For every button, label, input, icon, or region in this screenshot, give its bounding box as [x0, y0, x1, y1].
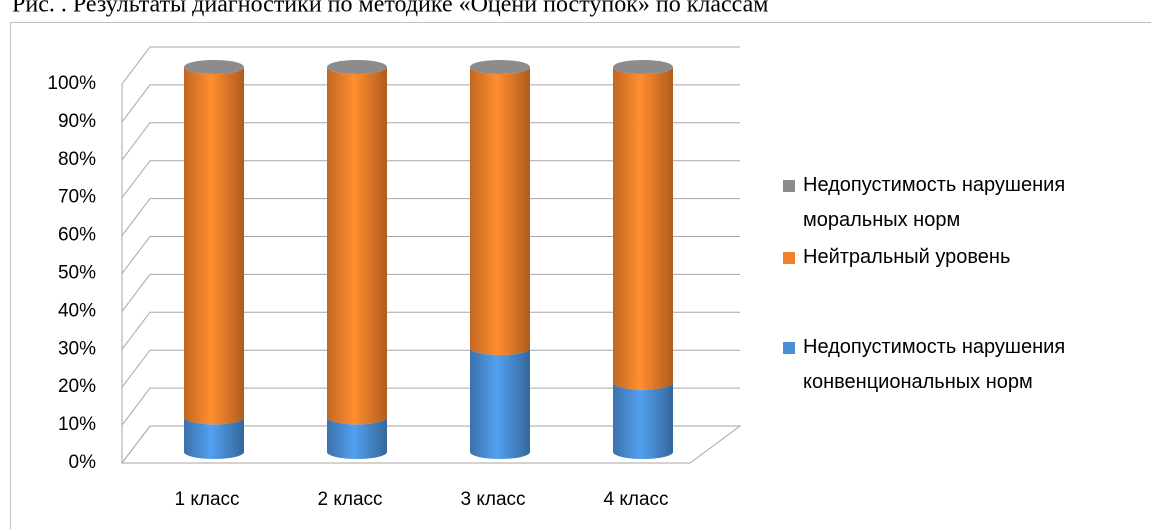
- legend-item: Нейтральный уровень: [783, 240, 1143, 275]
- cylinder-top: [470, 60, 530, 74]
- bar-segment: [470, 348, 530, 459]
- legend-swatch: [783, 342, 795, 354]
- y-tick-label: 30%: [58, 338, 96, 359]
- grid-line: [121, 311, 740, 350]
- bar-segment: [184, 67, 244, 425]
- y-tick-label: 0%: [69, 452, 97, 473]
- bar-segment: [470, 67, 530, 356]
- legend-item: Недопустимость нарушения конвенциональны…: [783, 330, 1143, 400]
- grid-line: [121, 198, 740, 236]
- legend-item: Недопустимость нарушения моральных норм: [783, 168, 1143, 238]
- y-tick-label: 40%: [58, 300, 96, 321]
- x-tick-label: 4 класс: [603, 489, 668, 510]
- grid-line: [121, 387, 740, 426]
- legend-swatch: [783, 180, 795, 192]
- y-tick-label: 70%: [58, 187, 96, 208]
- legend-label: Нейтральный уровень: [803, 246, 1011, 268]
- cylinder-top: [327, 60, 387, 74]
- y-tick-label: 10%: [58, 414, 96, 435]
- y-tick-label: 80%: [58, 149, 96, 170]
- grid-line: [121, 84, 740, 123]
- y-tick-label: 20%: [58, 376, 96, 397]
- legend-label: Недопустимость нарушения конвенциональны…: [803, 336, 1066, 393]
- legend-label: Недопустимость нарушения моральных норм: [803, 174, 1066, 231]
- cylinder-top: [184, 60, 244, 74]
- grid-line: [121, 236, 740, 274]
- bar-segment: [184, 417, 244, 459]
- grid-line: [121, 273, 740, 312]
- chart-border: [10, 22, 1151, 529]
- x-tick-label: 2 класс: [317, 489, 382, 510]
- bar-segment: [327, 67, 387, 425]
- bar-segment: [613, 67, 673, 390]
- bar-segment: [613, 382, 673, 459]
- y-tick-label: 50%: [58, 263, 96, 284]
- cylinder-top: [613, 60, 673, 74]
- grid-line: [121, 160, 740, 199]
- x-tick-label: 3 класс: [460, 489, 525, 510]
- y-tick-label: 100%: [47, 73, 96, 94]
- grid-line: [121, 46, 740, 85]
- y-tick-label: 60%: [58, 225, 96, 246]
- bar-segment: [327, 417, 387, 459]
- chart-title: Рис. . Результаты диагностики по методик…: [12, 0, 768, 18]
- x-tick-label: 1 класс: [174, 489, 239, 510]
- y-tick-label: 90%: [58, 111, 96, 132]
- grid-line: [121, 425, 740, 464]
- grid-line: [121, 349, 740, 388]
- grid-line: [121, 122, 740, 161]
- legend-swatch: [783, 252, 795, 264]
